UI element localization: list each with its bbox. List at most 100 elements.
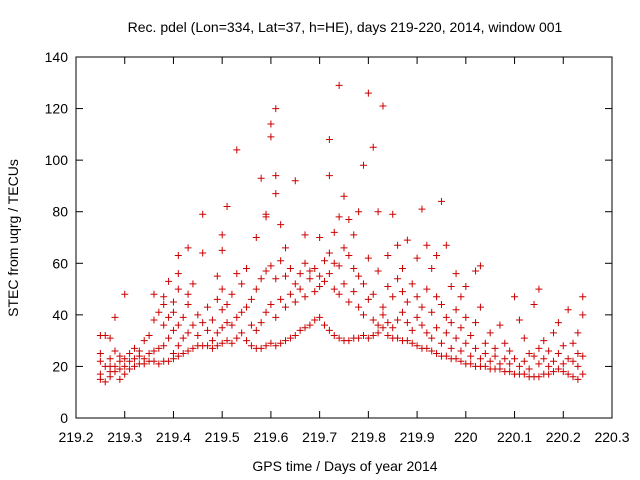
- data-point: [121, 355, 129, 363]
- data-point: [330, 228, 338, 236]
- data-point: [413, 293, 421, 301]
- data-point: [359, 331, 367, 339]
- data-point: [243, 337, 251, 345]
- data-point: [340, 192, 348, 200]
- data-point: [506, 347, 514, 355]
- data-point: [355, 272, 363, 280]
- data-point: [272, 342, 280, 350]
- data-point: [277, 339, 285, 347]
- data-point: [306, 275, 314, 283]
- y-tick-label: 100: [45, 152, 69, 168]
- data-point: [111, 347, 119, 355]
- data-point: [218, 324, 226, 332]
- data-point: [150, 347, 158, 355]
- data-point: [135, 347, 143, 355]
- data-point: [476, 262, 484, 270]
- data-point: [403, 319, 411, 327]
- data-point: [520, 334, 528, 342]
- data-point: [116, 352, 124, 360]
- data-point: [330, 331, 338, 339]
- data-point: [169, 298, 177, 306]
- data-point: [316, 234, 324, 241]
- data-point: [340, 244, 348, 252]
- data-point: [233, 313, 241, 321]
- data-point: [228, 339, 236, 347]
- data-point: [515, 316, 523, 324]
- data-point: [189, 280, 197, 288]
- data-point: [184, 329, 192, 337]
- data-point: [579, 293, 587, 301]
- data-point: [272, 313, 280, 321]
- x-axis-ticks: 219.2 219.3 219.4 219.5 219.6 219.7 219.8 219.9…: [58, 57, 630, 445]
- data-point: [150, 357, 158, 365]
- y-tick-label: 140: [45, 49, 69, 65]
- data-point: [433, 324, 441, 332]
- data-point: [394, 316, 402, 324]
- data-point: [408, 339, 416, 347]
- data-point: [282, 337, 290, 345]
- data-point: [554, 319, 562, 327]
- x-tick-label: 220.2: [546, 429, 581, 445]
- data-point: [160, 321, 168, 329]
- data-point: [355, 303, 363, 311]
- data-point: [564, 355, 572, 363]
- data-point: [238, 329, 246, 337]
- data-point: [369, 143, 377, 151]
- data-point: [184, 347, 192, 355]
- data-point: [511, 355, 519, 363]
- data-point: [213, 342, 221, 350]
- data-point: [296, 270, 304, 278]
- data-point: [121, 362, 129, 370]
- data-point: [140, 355, 148, 363]
- data-point: [520, 357, 528, 365]
- axes: [75, 56, 613, 419]
- data-point: [501, 355, 509, 363]
- data-point: [130, 355, 138, 363]
- x-tick-label: 219.9: [400, 429, 435, 445]
- data-point: [403, 236, 411, 244]
- data-point: [428, 334, 436, 342]
- data-point: [282, 272, 290, 280]
- data-point: [374, 267, 382, 275]
- data-point: [472, 319, 480, 327]
- data-point: [452, 355, 460, 363]
- data-point: [355, 208, 363, 216]
- data-point: [199, 319, 207, 327]
- y-tick-label: 60: [52, 255, 68, 271]
- data-point: [496, 360, 504, 368]
- data-point: [554, 350, 562, 358]
- data-point: [506, 368, 514, 376]
- data-point: [325, 136, 333, 144]
- data-point: [345, 298, 353, 306]
- data-point: [447, 344, 455, 352]
- data-point: [520, 370, 528, 378]
- data-point: [394, 334, 402, 342]
- data-point: [126, 350, 134, 358]
- data-point: [403, 337, 411, 345]
- data-point: [437, 197, 445, 205]
- data-point: [282, 244, 290, 252]
- data-point: [165, 357, 173, 365]
- data-point: [277, 257, 285, 265]
- data-point: [467, 360, 475, 368]
- data-point: [511, 293, 519, 301]
- data-point: [179, 350, 187, 358]
- data-point: [233, 270, 241, 278]
- data-point: [169, 326, 177, 334]
- data-point: [330, 259, 338, 267]
- data-point: [398, 264, 406, 272]
- data-point: [291, 331, 299, 339]
- data-point: [384, 331, 392, 339]
- data-point: [174, 252, 182, 260]
- data-point: [418, 303, 426, 311]
- data-point: [374, 321, 382, 329]
- data-point: [160, 293, 168, 301]
- data-point: [155, 344, 163, 352]
- data-point: [559, 342, 567, 350]
- data-point: [428, 308, 436, 316]
- data-point: [384, 282, 392, 290]
- data-point: [252, 234, 260, 241]
- data-point: [213, 329, 221, 337]
- data-point: [184, 244, 192, 252]
- data-point: [301, 324, 309, 332]
